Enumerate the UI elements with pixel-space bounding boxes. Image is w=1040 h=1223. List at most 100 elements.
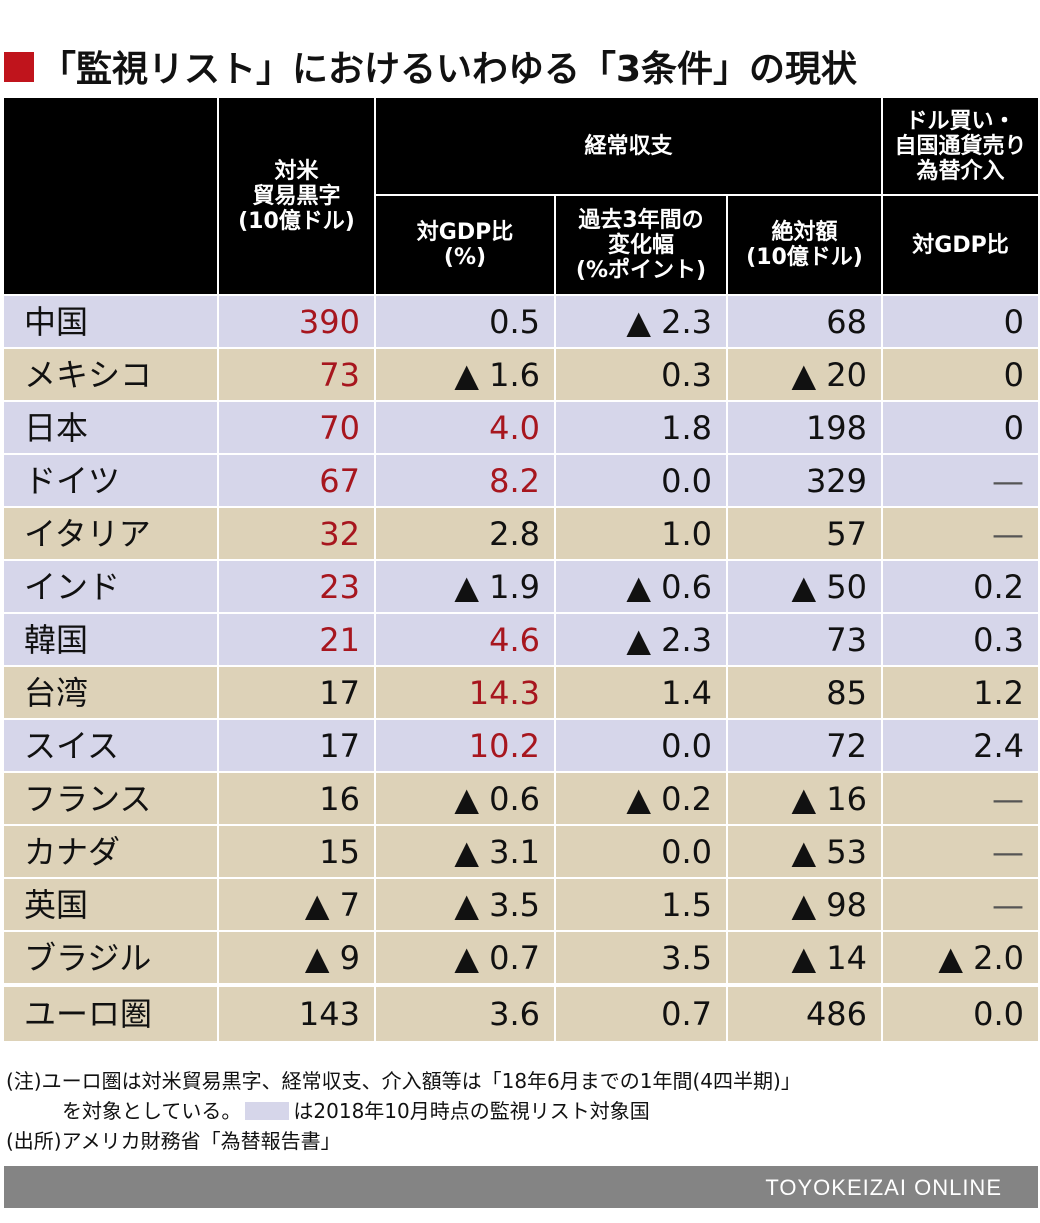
header-trade-surplus: 対米 貿易黒字 (10億ドル) [217,98,376,296]
header-ca-absolute: 絶対額 (10億ドル) [725,194,884,296]
ca-abs-cell: 329 [725,453,884,508]
ca-gdp-cell: ▲ 3.1 [374,824,556,879]
country-cell: ドイツ [4,453,219,508]
table-row-india: インド 23 ▲ 1.9 ▲ 0.6 ▲ 50 0.2 [4,559,1039,614]
header-fx-intervention: ドル買い・ 自国通貨売り 為替介入 [881,98,1039,196]
ca-gdp-cell: 2.8 [374,506,556,561]
ca-gdp-cell: 10.2 [374,718,556,773]
ca-change-cell: 0.3 [554,347,728,402]
ca-gdp-cell: 14.3 [374,665,556,720]
fx-cell: 0.3 [881,612,1039,667]
fx-cell: 0 [881,294,1039,349]
header-ca-gdp-ratio: 対GDP比 (%) [374,194,556,296]
trade-cell: 15 [217,824,376,879]
table-row-germany: ドイツ 67 8.2 0.0 329 — [4,453,1039,508]
fx-cell: 0.2 [881,559,1039,614]
trade-cell: 17 [217,665,376,720]
title-square-icon [4,52,34,82]
ca-change-cell: 1.5 [554,877,728,932]
data-table: 対米 貿易黒字 (10億ドル) 経常収支 ドル買い・ 自国通貨売り 為替介入 対… [4,98,1039,1043]
ca-abs-cell: 198 [725,400,884,455]
fx-cell: 0 [881,347,1039,402]
country-cell: フランス [4,771,219,826]
trade-cell: ▲ 9 [217,930,376,986]
ca-abs-cell: 73 [725,612,884,667]
country-cell: カナダ [4,824,219,879]
country-cell: 韓国 [4,612,219,667]
ca-abs-cell: 57 [725,506,884,561]
country-cell: 台湾 [4,665,219,720]
ca-gdp-cell: 4.6 [374,612,556,667]
source-line: (出所)アメリカ財務省「為替報告書」 [6,1129,341,1153]
country-cell: スイス [4,718,219,773]
page-title: 「監視リスト」におけるいわゆる「3条件」の現状 [40,49,858,90]
fx-cell: — [881,771,1039,826]
trade-cell: 17 [217,718,376,773]
ca-gdp-cell: ▲ 0.7 [374,930,556,986]
trade-cell: 70 [217,400,376,455]
fx-cell: 0 [881,400,1039,455]
ca-abs-cell: 72 [725,718,884,773]
ca-change-cell: ▲ 2.3 [554,612,728,667]
ca-change-cell: 0.0 [554,718,728,773]
ca-change-cell: ▲ 2.3 [554,294,728,349]
fx-cell: — [881,877,1039,932]
table-row-italy: イタリア 32 2.8 1.0 57 — [4,506,1039,561]
table-row-switzerland: スイス 17 10.2 0.0 72 2.4 [4,718,1039,773]
fx-cell: 0.0 [881,983,1039,1043]
country-cell: インド [4,559,219,614]
trade-cell: 23 [217,559,376,614]
fx-cell: — [881,453,1039,508]
fx-cell: — [881,824,1039,879]
fx-cell: — [881,506,1039,561]
country-cell: 中国 [4,294,219,349]
ca-abs-cell: ▲ 16 [725,771,884,826]
ca-change-cell: 1.0 [554,506,728,561]
ca-gdp-cell: ▲ 0.6 [374,771,556,826]
trade-cell: 32 [217,506,376,561]
country-cell: ユーロ圏 [4,983,219,1043]
note-line-1: (注)ユーロ圏は対米貿易黒字、経常収支、介入額等は「18年6月までの1年間(4四… [6,1069,801,1093]
trade-cell: 16 [217,771,376,826]
table-row-canada: カナダ 15 ▲ 3.1 0.0 ▲ 53 — [4,824,1039,879]
table-row-france: フランス 16 ▲ 0.6 ▲ 0.2 ▲ 16 — [4,771,1039,826]
title-row: 「監視リスト」におけるいわゆる「3条件」の現状 [4,38,857,94]
table-row-uk: 英国 ▲ 7 ▲ 3.5 1.5 ▲ 98 — [4,877,1039,932]
header-current-account: 経常収支 [373,98,884,196]
ca-change-cell: 0.0 [554,824,728,879]
table-row-brazil: ブラジル ▲ 9 ▲ 0.7 3.5 ▲ 14 ▲ 2.0 [4,930,1039,986]
note-line-2-legend: は2018年10月時点の監視リスト対象国 [293,1099,650,1123]
country-cell: 日本 [4,400,219,455]
country-cell: イタリア [4,506,219,561]
trade-cell: 390 [217,294,376,349]
header-ca-3yr-change: 過去3年間の 変化幅 (%ポイント) [554,194,728,296]
ca-gdp-cell: ▲ 3.5 [374,877,556,932]
country-cell: 英国 [4,877,219,932]
ca-change-cell: 3.5 [554,930,728,986]
trade-cell: 21 [217,612,376,667]
ca-change-cell: 0.7 [554,983,728,1043]
trade-cell: 73 [217,347,376,402]
watch-list-swatch [245,1102,290,1120]
header-fx-gdp-ratio: 対GDP比 [881,194,1039,296]
ca-change-cell: ▲ 0.2 [554,771,728,826]
ca-gdp-cell: 8.2 [374,453,556,508]
ca-change-cell: ▲ 0.6 [554,559,728,614]
table-row-china: 中国 390 0.5 ▲ 2.3 68 0 [4,294,1039,349]
ca-abs-cell: ▲ 98 [725,877,884,932]
ca-abs-cell: 85 [725,665,884,720]
ca-abs-cell: ▲ 14 [725,930,884,986]
footnotes: (注)ユーロ圏は対米貿易黒字、経常収支、介入額等は「18年6月までの1年間(4四… [6,1066,1036,1156]
note-line-2: を対象としている。 は2018年10月時点の監視リスト対象国 [6,1096,1036,1126]
ca-change-cell: 1.4 [554,665,728,720]
ca-abs-cell: ▲ 50 [725,559,884,614]
header-corner [4,98,219,296]
footer-brand: TOYOKEIZAI ONLINE [765,1175,1002,1200]
ca-gdp-cell: ▲ 1.9 [374,559,556,614]
table-row-korea: 韓国 21 4.6 ▲ 2.3 73 0.3 [4,612,1039,667]
table-row-eurozone: ユーロ圏 143 3.6 0.7 486 0.0 [4,983,1039,1043]
ca-abs-cell: 68 [725,294,884,349]
table-row-japan: 日本 70 4.0 1.8 198 0 [4,400,1039,455]
fx-cell: ▲ 2.0 [881,930,1039,986]
ca-gdp-cell: 3.6 [374,983,556,1043]
